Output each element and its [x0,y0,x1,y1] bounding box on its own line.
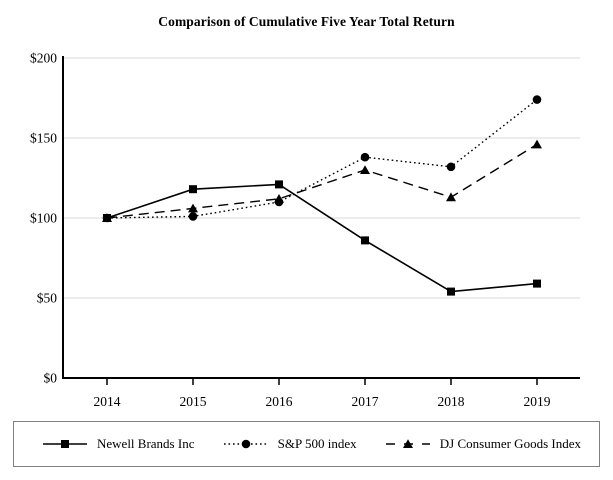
y-tick-label-200: $200 [30,51,57,66]
legend-dj-consumer-goods-index-triangle-marker-icon [402,439,413,448]
dj-consumer-goods-index-triangle-marker-icon [274,194,284,203]
line-chart-canvas: $0 $50 $100 $150 $200 2014 2015 2016 2017 2018 201… [30,51,580,409]
y-tick-label-50: $50 [37,291,58,306]
legend-item-sp500: S&P 500 index [223,436,357,452]
x-tick-label-2016: 2016 [266,394,293,409]
series-line-s-p-500-index [106,99,538,219]
dj-consumer-goods-index-triangle-marker-icon [102,213,112,222]
s-p-500-index-circle-marker-icon [360,152,370,162]
dj-consumer-goods-index-triangle-marker-icon [446,192,456,202]
legend-s-p-500-index-circle-marker-icon [241,439,250,449]
legend-item-dj-consumer-goods: DJ Consumer Goods Index [385,436,581,452]
y-tick-label-100: $100 [30,211,57,226]
series-dj-consumer-goods-index [102,139,542,222]
dotted-line-circle-marker-icon [223,439,268,449]
s-p-500-index-circle-marker-icon [188,212,198,221]
solid-line-square-marker-icon [43,440,87,448]
y-tick-label-150: $150 [30,131,57,146]
series-s-p-500-index [102,95,542,223]
dashed-line-triangle-marker-icon [385,439,430,448]
chart-title: Comparison of Cumulative Five Year Total… [158,14,455,29]
x-tick-label-2014: 2014 [94,394,121,409]
legend-item-newell: Newell Brands Inc [42,436,194,452]
s-p-500-index-circle-marker-icon [446,162,456,172]
series-newell-brands-inc [103,180,541,296]
series-line-newell-brands-inc [106,183,538,293]
legend-label-newell: Newell Brands Inc [97,436,195,451]
y-tick-label-0: $0 [44,371,58,386]
newell-brands-inc-square-marker-icon [189,185,197,194]
s-p-500-index-circle-marker-icon [532,95,542,104]
newell-brands-inc-square-marker-icon [361,236,369,245]
x-tick-label-2019: 2019 [524,394,551,409]
newell-brands-inc-square-marker-icon [533,279,541,288]
newell-brands-inc-square-marker-icon [275,180,283,189]
dj-consumer-goods-index-triangle-marker-icon [188,203,198,213]
x-tick-label-2017: 2017 [352,394,379,409]
x-tick-label-2018: 2018 [438,394,465,409]
series-line-dj-consumer-goods-index [106,143,538,219]
dj-consumer-goods-index-triangle-marker-icon [360,165,370,174]
legend-label-dj-consumer-goods: DJ Consumer Goods Index [439,436,581,451]
chart-legend: Newell Brands Inc S&P 500 index DJ Consu… [13,421,600,467]
newell-brands-inc-square-marker-icon [447,287,455,296]
dj-consumer-goods-index-triangle-marker-icon [532,139,542,149]
x-tick-label-2015: 2015 [180,394,207,409]
legend-newell-brands-inc-square-marker-icon [61,440,69,448]
legend-label-sp500: S&P 500 index [277,436,357,451]
